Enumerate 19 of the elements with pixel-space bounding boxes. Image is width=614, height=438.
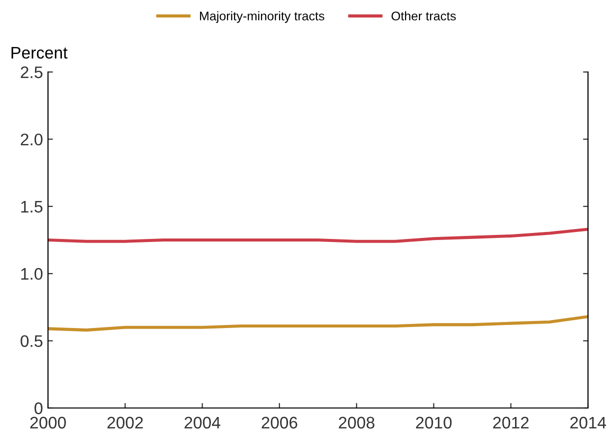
x-tick-label: 2012: [493, 416, 529, 429]
legend-label: Majority-minority tracts: [200, 11, 324, 23]
x-tick-label: 2000: [30, 416, 66, 429]
x-tick-label: 2014: [570, 416, 606, 429]
y-axis-title: Percent: [12, 46, 68, 59]
x-tick-label: 2004: [184, 416, 220, 429]
y-tick-label: 1.0: [21, 268, 42, 280]
y-tick-label: 0.5: [20, 335, 42, 348]
line-series: [48, 228, 588, 243]
x-tick-label: 2008: [338, 416, 374, 429]
x-tick-label: 2002: [107, 416, 143, 429]
y-tick-label: 0: [34, 402, 42, 414]
y-tick-label: 2.0: [20, 134, 42, 146]
y-tick-label: 2.5: [20, 66, 42, 78]
y-tick-label: 1.5: [21, 200, 42, 213]
x-tick-label: 2010: [416, 416, 452, 429]
line-series: [48, 315, 588, 332]
x-tick-label: 2006: [262, 416, 298, 429]
legend-label: Other tracts: [392, 11, 456, 20]
